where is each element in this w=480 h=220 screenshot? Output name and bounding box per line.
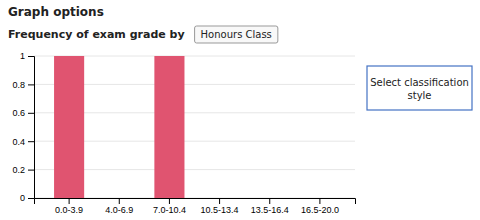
dropdown[interactable]: Honours Class xyxy=(195,26,278,43)
x-tick-label: 7.0-10.4 xyxy=(153,205,186,215)
y-tick-line xyxy=(28,141,34,142)
x-tick-line xyxy=(119,198,120,204)
x-tick-label: 0.0-3.9 xyxy=(55,205,83,215)
y-tick: 0.4 xyxy=(12,137,34,147)
annotation-line: style xyxy=(408,90,432,101)
x-tick: 0.0-3.9 xyxy=(55,198,83,215)
annotation: Select classification style xyxy=(367,66,472,110)
x-tick: 13.5-16.4 xyxy=(251,198,289,215)
x-tick: 10.5-13.4 xyxy=(201,198,239,215)
y-tick-label: 0.2 xyxy=(12,165,25,175)
x-axis: 0.0-3.9 4.0-6.9 7.0-10.4 10.5-13.4 13.5-16.4… xyxy=(35,198,356,215)
x-tick-line xyxy=(219,198,220,204)
x-tick: 7.0-10.4 xyxy=(153,198,186,215)
y-tick-label: 0.8 xyxy=(12,80,25,90)
grid xyxy=(34,56,355,198)
bar xyxy=(154,56,184,198)
x-axis-line xyxy=(35,199,356,205)
y-tick: 0.6 xyxy=(12,108,34,118)
bar xyxy=(205,198,235,199)
x-tick-label: 13.5-16.4 xyxy=(251,205,289,215)
header-text: Graph options xyxy=(8,5,104,19)
y-tick-line xyxy=(28,84,34,85)
y-tick-label: 0.4 xyxy=(12,137,25,147)
subheader-text: Frequency of exam grade by xyxy=(8,28,185,41)
y-axis-line xyxy=(28,57,35,199)
bar xyxy=(305,198,335,199)
bar xyxy=(104,198,134,199)
x-tick-line xyxy=(69,198,70,204)
plot: 0.0-3.9 4.0-6.9 7.0-10.4 10.5-13.4 13.5-16.4… xyxy=(12,51,355,215)
chart-svg: Graph options Frequency of exam grade by H… xyxy=(0,0,480,220)
dropdown-text[interactable]: Honours Class xyxy=(201,29,272,40)
annotation-line: Select classification xyxy=(370,77,469,88)
bar xyxy=(54,56,84,198)
x-tick-line xyxy=(169,198,170,204)
bars-inner xyxy=(54,56,184,198)
y-tick-label: 0 xyxy=(20,193,25,203)
y-tick-line xyxy=(28,56,34,57)
y-tick-line xyxy=(28,198,34,199)
y-tick: 0 xyxy=(20,193,34,203)
y-tick-line xyxy=(28,170,34,171)
y-axis: 0 0.2 0.4 0.6 0.8 1 xyxy=(12,51,34,203)
x-tick-line xyxy=(269,198,270,204)
x-tick-label: 16.5-20.0 xyxy=(301,205,339,215)
y-tick-label: 1 xyxy=(20,51,25,61)
y-tick-line xyxy=(28,113,34,114)
dropdown-box[interactable] xyxy=(195,26,278,43)
y-tick-label: 0.6 xyxy=(12,108,25,118)
x-tick-label: 4.0-6.9 xyxy=(105,205,133,215)
x-tick: 16.5-20.0 xyxy=(301,198,339,215)
x-tick-label: 10.5-13.4 xyxy=(201,205,239,215)
x-tick: 4.0-6.9 xyxy=(105,198,133,215)
y-tick: 0.8 xyxy=(12,80,34,90)
bar xyxy=(255,198,285,199)
bars xyxy=(54,56,184,198)
annotation-text: Select classification style xyxy=(370,77,469,101)
x-tick-line xyxy=(319,198,320,204)
annotation-box xyxy=(367,66,472,110)
y-tick: 1 xyxy=(20,51,34,61)
y-tick: 0.2 xyxy=(12,165,34,175)
